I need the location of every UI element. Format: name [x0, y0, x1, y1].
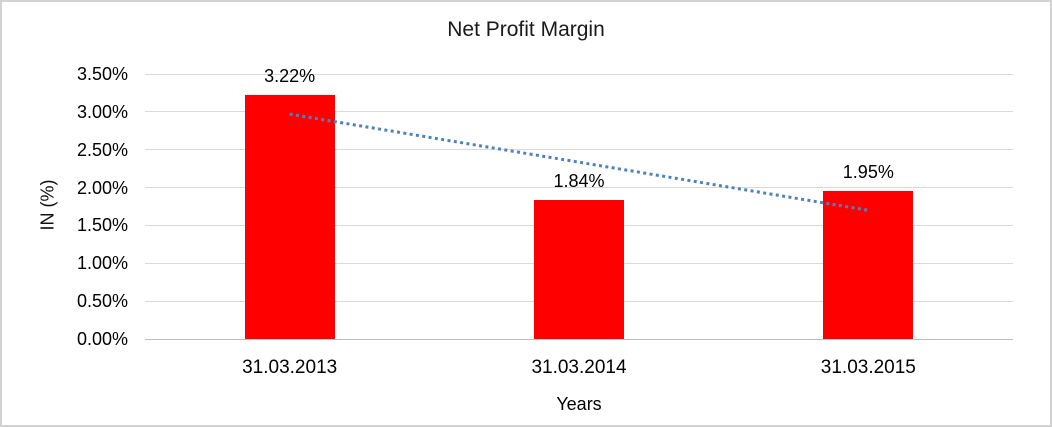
- gridline: [145, 187, 1013, 189]
- bar-data-label: 3.22%: [264, 66, 316, 87]
- y-tick-label: 3.00%: [76, 101, 128, 122]
- y-tick-label: 2.00%: [76, 177, 128, 198]
- y-tick-label: 1.50%: [76, 215, 128, 236]
- plot-area: 3.22% 1.84% 1.95%: [145, 66, 1013, 340]
- gridline: [145, 149, 1013, 151]
- bar-31.03.2013: [244, 95, 335, 339]
- bar-data-label: 1.84%: [553, 170, 605, 191]
- gridline: [145, 73, 1013, 75]
- x-tick-label: 31.03.2014: [531, 357, 627, 378]
- trendline-svg: [289, 112, 869, 212]
- y-tick-label: 0.00%: [76, 329, 128, 349]
- bar-31.03.2015: [823, 191, 914, 339]
- y-tick-label: 0.50%: [76, 291, 128, 312]
- bar-31.03.2014: [534, 199, 624, 339]
- y-tick-label: 3.50%: [76, 64, 128, 84]
- y-tick-label: 1.00%: [76, 253, 128, 274]
- x-axis-line: [145, 338, 1013, 340]
- x-tick-label: 31.03.2015: [820, 357, 916, 378]
- bar-data-label: 1.95%: [842, 162, 894, 183]
- y-tick-label: 2.50%: [76, 139, 128, 160]
- chart-title: Net Profit Margin: [447, 18, 605, 41]
- x-axis-title: Years: [556, 394, 602, 414]
- trendline: [289, 112, 869, 212]
- y-axis-tick-labels: 3.50% 3.00% 2.50% 2.00% 1.50% 1.00% 0.50% 0.00%: [2, 2, 128, 425]
- x-tick-label: 31.03.2013: [242, 357, 338, 378]
- gridline: [145, 111, 1013, 113]
